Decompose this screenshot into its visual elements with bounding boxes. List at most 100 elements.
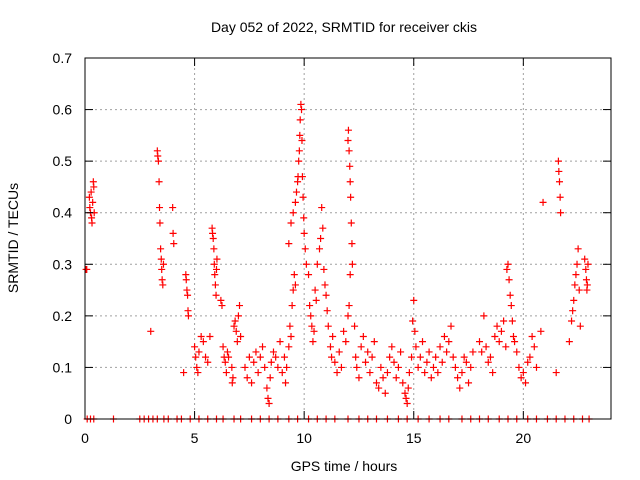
data-point xyxy=(403,400,411,408)
data-point xyxy=(347,193,355,201)
data-point xyxy=(261,363,269,371)
data-point xyxy=(421,369,429,377)
data-point xyxy=(522,379,530,387)
data-point xyxy=(156,204,164,212)
data-point xyxy=(159,281,167,289)
data-point xyxy=(287,219,295,227)
data-point xyxy=(456,384,464,392)
data-point xyxy=(210,245,218,253)
data-point xyxy=(530,343,538,351)
data-point xyxy=(438,358,446,366)
data-point xyxy=(182,276,190,284)
y-tick-label: 0 xyxy=(64,411,72,427)
data-point xyxy=(467,363,475,371)
data-point xyxy=(256,353,264,361)
plot-frame xyxy=(84,57,612,420)
y-tick-label: 0.5 xyxy=(53,153,73,169)
data-point xyxy=(469,348,477,356)
data-point xyxy=(484,358,492,366)
data-point xyxy=(212,291,220,299)
data-point xyxy=(298,173,306,181)
data-point xyxy=(290,271,298,279)
data-point xyxy=(405,369,413,377)
data-point xyxy=(324,322,332,330)
y-axis-label: SRMTID / TECUs xyxy=(5,183,21,293)
data-point xyxy=(288,302,296,310)
data-point xyxy=(243,374,251,382)
data-point xyxy=(539,198,547,206)
data-point xyxy=(192,353,200,361)
data-point xyxy=(427,374,435,382)
data-point xyxy=(394,363,402,371)
data-point xyxy=(399,379,407,387)
data-point xyxy=(381,389,389,397)
data-point xyxy=(508,317,516,325)
data-point xyxy=(436,343,444,351)
data-point xyxy=(90,183,98,191)
data-point xyxy=(286,322,294,330)
y-tick-label: 0.7 xyxy=(53,50,73,66)
data-point xyxy=(83,265,91,273)
data-point xyxy=(197,332,205,340)
data-point xyxy=(219,343,227,351)
data-point xyxy=(432,353,440,361)
data-point xyxy=(397,348,405,356)
data-point xyxy=(458,369,466,377)
data-point xyxy=(248,379,256,387)
data-point xyxy=(416,353,424,361)
data-point xyxy=(230,322,238,330)
data-point xyxy=(211,281,219,289)
data-point xyxy=(346,271,354,279)
data-point xyxy=(377,363,385,371)
data-point xyxy=(89,198,97,206)
data-point xyxy=(495,338,503,346)
data-point xyxy=(234,312,242,320)
data-point xyxy=(154,152,162,160)
data-point xyxy=(409,317,417,325)
data-point xyxy=(204,358,212,366)
data-point xyxy=(526,353,534,361)
data-point xyxy=(515,363,523,371)
data-point xyxy=(184,312,192,320)
data-point xyxy=(296,116,304,124)
data-point xyxy=(348,260,356,268)
data-point xyxy=(309,338,317,346)
data-point xyxy=(267,358,275,366)
data-point xyxy=(500,317,508,325)
data-point xyxy=(410,296,418,304)
data-point xyxy=(291,281,299,289)
data-point xyxy=(337,363,345,371)
data-point xyxy=(419,338,427,346)
data-point xyxy=(345,147,353,155)
data-point xyxy=(552,369,560,377)
data-point xyxy=(265,400,273,408)
data-point xyxy=(366,369,374,377)
data-point xyxy=(555,167,563,175)
data-point xyxy=(375,384,383,392)
data-point xyxy=(305,271,313,279)
data-point xyxy=(493,322,501,330)
data-point xyxy=(199,338,207,346)
data-point xyxy=(576,322,584,330)
data-point xyxy=(298,137,306,145)
data-point xyxy=(402,394,410,402)
data-point xyxy=(572,271,580,279)
x-axis-label: GPS time / hours xyxy=(291,458,398,474)
data-point xyxy=(250,358,258,366)
data-point xyxy=(241,363,249,371)
data-point xyxy=(364,348,372,356)
data-point xyxy=(299,193,307,201)
data-point xyxy=(245,353,253,361)
data-point xyxy=(86,204,94,212)
data-point xyxy=(489,369,497,377)
data-point xyxy=(528,332,536,340)
data-point xyxy=(289,286,297,294)
data-point xyxy=(344,126,352,134)
data-point xyxy=(478,348,486,356)
data-point xyxy=(513,348,521,356)
data-point xyxy=(223,348,231,356)
data-point xyxy=(180,369,188,377)
data-point xyxy=(318,204,326,212)
data-point xyxy=(285,240,293,248)
data-point xyxy=(447,322,455,330)
